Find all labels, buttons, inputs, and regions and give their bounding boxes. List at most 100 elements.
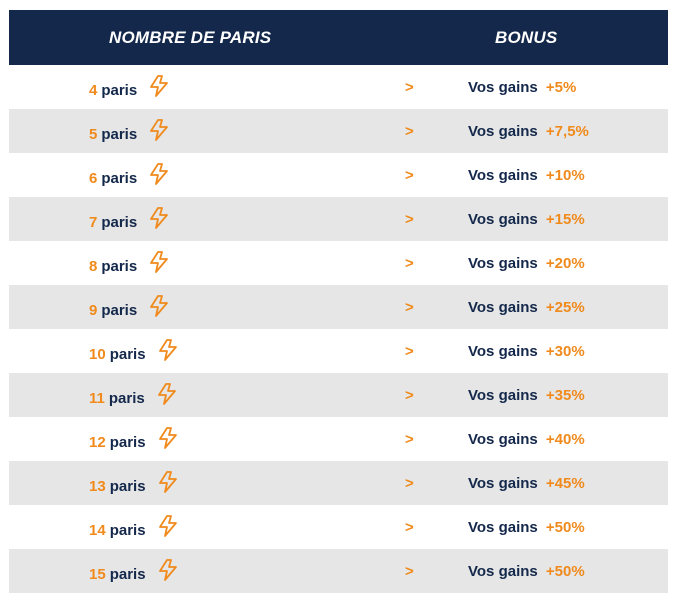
bets-count: 10 <box>89 345 106 363</box>
gain-label: Vos gains <box>468 387 538 404</box>
bonus-cell: Vos gains +50% <box>468 563 585 580</box>
bets-count: 9 <box>89 301 98 319</box>
bets-count-cell: 9 paris <box>89 295 169 321</box>
bets-count: 7 <box>89 213 98 231</box>
lightning-icon <box>149 251 169 273</box>
lightning-icon <box>158 559 178 581</box>
gain-value: +25% <box>545 299 585 316</box>
gain-label: Vos gains <box>468 167 538 184</box>
bonus-cell: Vos gains +20% <box>468 255 585 272</box>
bets-count-cell: 6 paris <box>89 163 169 189</box>
arrow-icon: > <box>405 431 414 448</box>
lightning-icon <box>149 207 169 229</box>
gain-value: +40% <box>545 431 585 448</box>
table-row: 10 paris > Vos gains +30% <box>9 329 668 373</box>
table-row: 4 paris > Vos gains +5% <box>9 65 668 109</box>
lightning-icon <box>158 339 178 361</box>
arrow-icon: > <box>405 79 414 96</box>
gain-label: Vos gains <box>468 431 538 448</box>
bets-count: 8 <box>89 257 98 275</box>
bets-unit: paris <box>109 565 146 583</box>
gain-value: +30% <box>545 343 585 360</box>
gain-value: +45% <box>545 475 585 492</box>
bets-count-cell: 10 paris <box>89 339 178 365</box>
gain-label: Vos gains <box>468 343 538 360</box>
bets-count-cell: 7 paris <box>89 207 169 233</box>
arrow-icon: > <box>405 343 414 360</box>
table-row: 6 paris > Vos gains +10% <box>9 153 668 197</box>
arrow-icon: > <box>405 167 414 184</box>
arrow-icon: > <box>405 123 414 140</box>
bonus-table: NOMBRE DE PARIS BONUS 4 paris > Vos gain… <box>9 10 668 593</box>
lightning-icon <box>157 383 177 405</box>
bets-count-cell: 13 paris <box>89 471 178 497</box>
bets-unit: paris <box>101 169 138 187</box>
bonus-cell: Vos gains +35% <box>468 387 585 404</box>
table-row: 8 paris > Vos gains +20% <box>9 241 668 285</box>
arrow-icon: > <box>405 475 414 492</box>
table-row: 7 paris > Vos gains +15% <box>9 197 668 241</box>
bets-count: 15 <box>89 565 106 583</box>
table-row: 15 paris > Vos gains +50% <box>9 549 668 593</box>
table-header: NOMBRE DE PARIS BONUS <box>9 10 668 65</box>
gain-label: Vos gains <box>468 255 538 272</box>
gain-value: +15% <box>545 211 585 228</box>
table-row: 9 paris > Vos gains +25% <box>9 285 668 329</box>
bets-count-cell: 12 paris <box>89 427 178 453</box>
arrow-icon: > <box>405 519 414 536</box>
lightning-icon <box>149 295 169 317</box>
bets-count-cell: 14 paris <box>89 515 178 541</box>
table-row: 11 paris > Vos gains +35% <box>9 373 668 417</box>
bets-unit: paris <box>109 521 146 539</box>
arrow-icon: > <box>405 255 414 272</box>
lightning-icon <box>149 163 169 185</box>
arrow-icon: > <box>405 387 414 404</box>
lightning-icon <box>149 75 169 97</box>
table-row: 12 paris > Vos gains +40% <box>9 417 668 461</box>
lightning-icon <box>158 515 178 537</box>
bonus-cell: Vos gains +50% <box>468 519 585 536</box>
table-body: 4 paris > Vos gains +5% 5 paris > <box>9 65 668 593</box>
bets-count-cell: 8 paris <box>89 251 169 277</box>
bets-count: 4 <box>89 81 98 99</box>
bonus-cell: Vos gains +25% <box>468 299 585 316</box>
lightning-icon <box>158 471 178 493</box>
bets-unit: paris <box>101 81 138 99</box>
bets-count: 13 <box>89 477 106 495</box>
header-bonus: BONUS <box>495 28 558 47</box>
gain-label: Vos gains <box>468 475 538 492</box>
gain-label: Vos gains <box>468 563 538 580</box>
bets-unit: paris <box>101 213 138 231</box>
bets-count: 6 <box>89 169 98 187</box>
arrow-icon: > <box>405 299 414 316</box>
table-row: 14 paris > Vos gains +50% <box>9 505 668 549</box>
bonus-cell: Vos gains +40% <box>468 431 585 448</box>
gain-value: +10% <box>545 167 585 184</box>
gain-value: +50% <box>545 519 585 536</box>
table-row: 13 paris > Vos gains +45% <box>9 461 668 505</box>
bets-count-cell: 5 paris <box>89 119 169 145</box>
bonus-cell: Vos gains +30% <box>468 343 585 360</box>
bonus-cell: Vos gains +10% <box>468 167 585 184</box>
gain-label: Vos gains <box>468 79 538 96</box>
gain-label: Vos gains <box>468 123 538 140</box>
bets-count: 12 <box>89 433 106 451</box>
bets-unit: paris <box>108 389 145 407</box>
bets-unit: paris <box>101 125 138 143</box>
bets-count: 14 <box>89 521 106 539</box>
lightning-icon <box>149 119 169 141</box>
lightning-icon <box>158 427 178 449</box>
bonus-cell: Vos gains +5% <box>468 79 576 96</box>
arrow-icon: > <box>405 563 414 580</box>
table-row: 5 paris > Vos gains +7,5% <box>9 109 668 153</box>
bets-unit: paris <box>109 477 146 495</box>
gain-value: +35% <box>545 387 585 404</box>
arrow-icon: > <box>405 211 414 228</box>
gain-value: +7,5% <box>545 123 589 140</box>
bonus-cell: Vos gains +15% <box>468 211 585 228</box>
bonus-cell: Vos gains +7,5% <box>468 123 589 140</box>
gain-value: +20% <box>545 255 585 272</box>
bets-unit: paris <box>109 345 146 363</box>
bets-unit: paris <box>101 301 138 319</box>
bonus-cell: Vos gains +45% <box>468 475 585 492</box>
